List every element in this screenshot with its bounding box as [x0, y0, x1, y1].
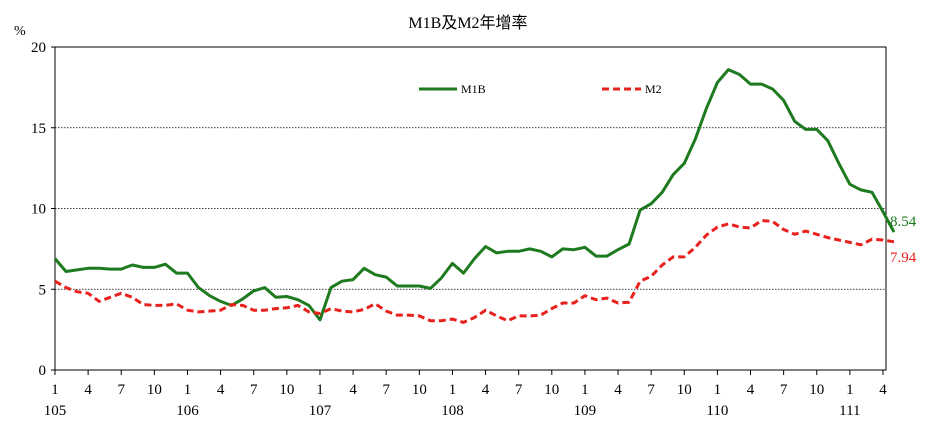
y-axis-unit: %: [14, 24, 26, 39]
x-tick-label: 7: [780, 382, 788, 398]
x-year-label: 108: [441, 403, 464, 419]
x-tick-label: 7: [117, 382, 125, 398]
x-tick-label: 4: [349, 382, 357, 398]
series-lines: [53, 68, 896, 324]
x-tick-label: 4: [217, 382, 225, 398]
x-year-label: 106: [176, 403, 199, 419]
y-tick-label: 10: [31, 202, 46, 218]
x-tick-label: 1: [846, 382, 854, 398]
x-tick-label: 4: [747, 382, 755, 398]
y-tick-label: 0: [39, 363, 47, 379]
y-tick-label: 15: [31, 121, 46, 137]
legend-label-m2: M2: [645, 82, 662, 96]
x-tick-label: 4: [879, 382, 887, 398]
x-tick-label: 4: [84, 382, 92, 398]
legend: M1B M2: [419, 82, 662, 96]
legend-label-m1b: M1B: [461, 82, 486, 96]
x-tick-label: 1: [51, 382, 59, 398]
x-tick-label: 10: [544, 382, 559, 398]
x-tick-label: 1: [184, 382, 192, 398]
x-tick-label: 7: [647, 382, 655, 398]
x-tick-label: 10: [412, 382, 427, 398]
end-label-m2: 7.94: [890, 250, 917, 266]
end-label-m1b: 8.54: [890, 214, 917, 230]
x-tick-label: 10: [147, 382, 162, 398]
x-tick-label: 7: [382, 382, 390, 398]
x-tick-label: 7: [515, 382, 523, 398]
x-year-label: 105: [44, 403, 67, 419]
x-tick-label: 10: [809, 382, 824, 398]
x-tick-label: 1: [581, 382, 589, 398]
x-tick-label: 1: [316, 382, 324, 398]
series-line-m1b: [53, 68, 896, 322]
x-tick-label: 1: [714, 382, 722, 398]
x-tick-label: 4: [614, 382, 622, 398]
x-tick-label: 10: [677, 382, 692, 398]
end-labels: 8.54 7.94: [890, 214, 917, 266]
x-tick-label: 7: [250, 382, 258, 398]
x-tick-label: 1: [449, 382, 457, 398]
y-tick-label: 20: [31, 40, 46, 56]
x-year-label: 109: [574, 403, 597, 419]
chart-title: M1B及M2年增率: [408, 14, 527, 32]
x-year-label: 111: [839, 403, 860, 419]
y-tick-label: 5: [39, 282, 47, 298]
x-axis: 1 4 7 10 1 4 7 10 1 4 7 10 1 4 7 10 1 4 7 10 1 4 7 10 1 4 105 106 10…: [44, 370, 887, 419]
series-line-m2: [54, 219, 895, 324]
grid-lines: [55, 127, 886, 290]
x-tick-label: 4: [482, 382, 490, 398]
x-tick-label: 10: [279, 382, 294, 398]
x-year-label: 107: [309, 403, 332, 419]
y-axis: 0 5 10 15 20: [31, 40, 55, 379]
x-year-label: 110: [706, 403, 728, 419]
